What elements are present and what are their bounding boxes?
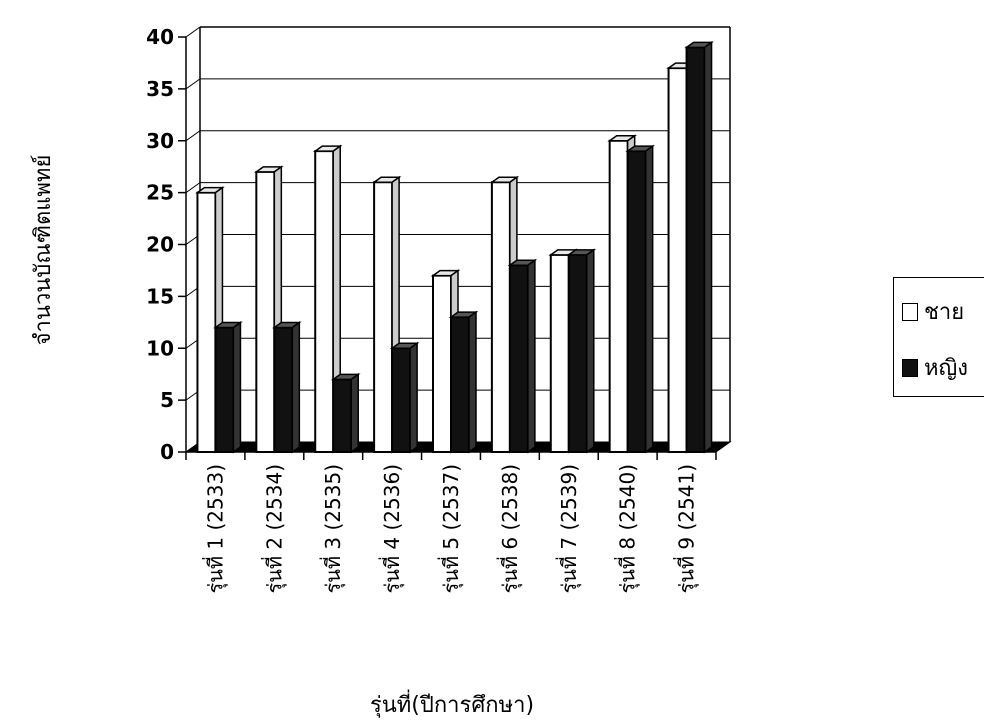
y-tick-label: 15 bbox=[146, 284, 174, 308]
bar-layer bbox=[195, 40, 714, 454]
bar-female-front bbox=[508, 264, 529, 453]
x-tick-label: รุ่นที่ 6 (2538) bbox=[496, 464, 523, 594]
y-tick-label: 5 bbox=[160, 388, 174, 412]
legend-label-male: ชาย bbox=[924, 300, 965, 325]
legend-swatch-male bbox=[902, 302, 918, 321]
y-tick-label: 35 bbox=[146, 77, 174, 101]
bar-female-side bbox=[703, 40, 713, 454]
x-tick-label: รุ่นที่ 3 (2535) bbox=[319, 464, 346, 594]
y-tick-label: 20 bbox=[146, 233, 174, 257]
y-tick-label: 25 bbox=[146, 181, 174, 205]
bar-female bbox=[507, 258, 538, 454]
bar-male-front bbox=[255, 170, 276, 453]
bar-female-front bbox=[450, 316, 470, 453]
bar-male-front bbox=[490, 181, 511, 453]
y-tick-label: 10 bbox=[146, 336, 174, 360]
bar-male-front bbox=[196, 191, 217, 453]
bar-female-side bbox=[644, 144, 654, 454]
x-tick-label: รุ่นที่ 9 (2541) bbox=[673, 464, 700, 594]
x-tick-label: รุ่นที่ 7 (2539) bbox=[555, 464, 582, 594]
label-layer: 0 5 10 15 20 25 30 35 40 รุ่นที่ 1 (2533) รุ่นที่ … bbox=[146, 25, 699, 594]
bar-male bbox=[253, 165, 284, 454]
bar-female bbox=[213, 321, 243, 454]
gridline-side bbox=[185, 182, 201, 194]
x-tick-label: รุ่นที่ 2 (2534) bbox=[260, 464, 287, 594]
bar-female bbox=[389, 341, 420, 454]
y-tick-label: 40 bbox=[146, 25, 174, 49]
bar-female-side bbox=[586, 248, 595, 454]
x-axis-title: รุ่นที่(ปีการศึกษา) bbox=[370, 689, 534, 718]
bar-female-front bbox=[626, 150, 647, 453]
legend-swatch-female bbox=[902, 358, 918, 377]
bar-female bbox=[566, 248, 597, 454]
bar-female-front bbox=[273, 326, 294, 453]
bar-female bbox=[684, 40, 714, 454]
x-tick-label: รุ่นที่ 8 (2540) bbox=[614, 464, 641, 594]
bar-male-front bbox=[667, 67, 688, 453]
bar-female bbox=[448, 310, 479, 454]
bar-female-front bbox=[214, 326, 235, 453]
bar-female-front bbox=[567, 253, 588, 453]
gridline-side bbox=[185, 130, 201, 142]
legend-label-female: หญิง bbox=[924, 356, 968, 381]
bar-female-side bbox=[232, 321, 242, 454]
bar-female-side bbox=[409, 341, 418, 454]
bar-female-side bbox=[468, 310, 477, 454]
bar-female-front bbox=[685, 46, 706, 453]
gridline-side bbox=[185, 26, 201, 38]
bar-female-side bbox=[291, 321, 301, 454]
bar-male-front bbox=[373, 181, 394, 453]
bar-male-front bbox=[432, 274, 452, 453]
x-tick-label: รุ่นที่ 5 (2537) bbox=[437, 464, 464, 594]
bar-male-front bbox=[608, 139, 629, 453]
gridline-side bbox=[185, 78, 201, 90]
bar-female bbox=[625, 144, 656, 454]
y-tick-label: 0 bbox=[160, 440, 174, 464]
bar-female bbox=[271, 321, 302, 454]
x-tick-label: รุ่นที่ 4 (2536) bbox=[378, 464, 405, 594]
legend-item-male: ชาย bbox=[902, 294, 964, 329]
bar-female-side bbox=[350, 372, 359, 454]
legend-item-female: หญิง bbox=[902, 350, 968, 385]
bar-male-front bbox=[314, 150, 335, 453]
x-tick-label: รุ่นที่ 1 (2533) bbox=[201, 464, 228, 594]
bar-female-side bbox=[527, 258, 536, 454]
legend: ชาย หญิง bbox=[893, 277, 984, 397]
y-axis-title: จำนวนบัณฑิตแพทย์ bbox=[31, 155, 56, 346]
bar-female bbox=[330, 372, 361, 454]
y-tick-label: 30 bbox=[146, 129, 174, 153]
bar-female-front bbox=[391, 347, 412, 453]
bar-female-front bbox=[332, 378, 353, 453]
bar-male-front bbox=[549, 253, 570, 453]
bar-male bbox=[195, 186, 225, 454]
